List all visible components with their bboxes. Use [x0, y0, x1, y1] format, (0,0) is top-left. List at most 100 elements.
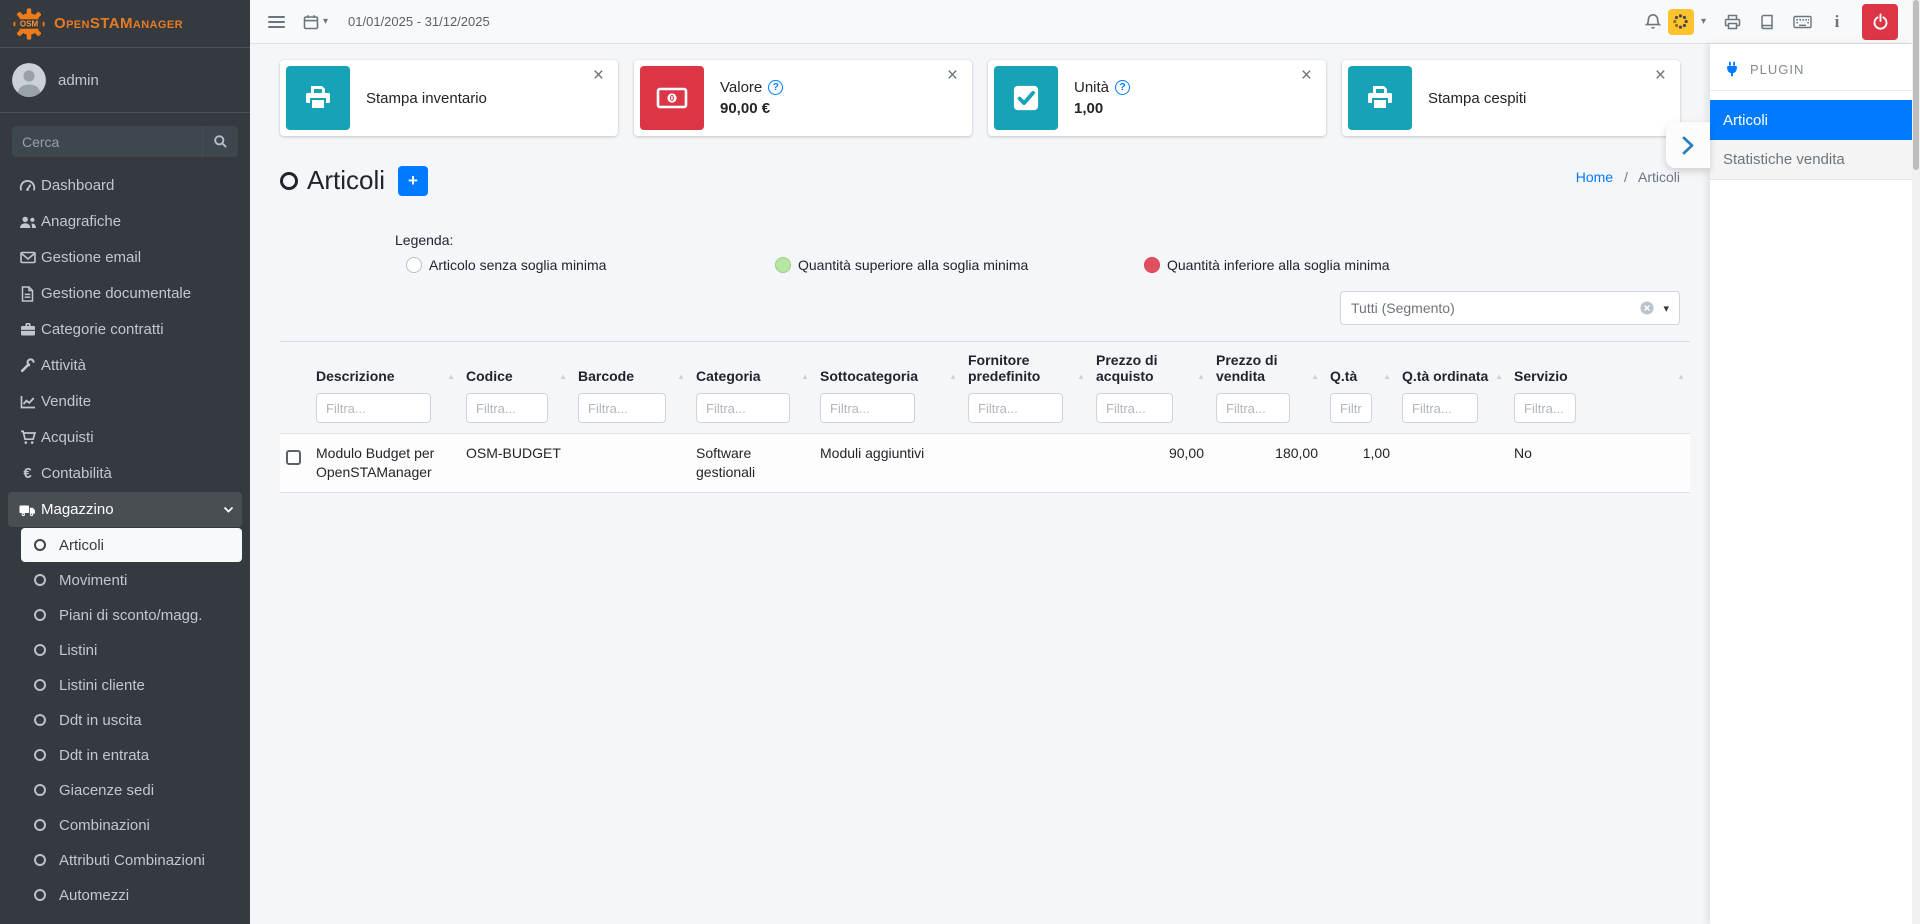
sidebar-item-categorie-contratti[interactable]: Categorie contratti: [8, 312, 242, 347]
table-row[interactable]: Modulo Budget per OpenSTAManager OSM-BUD…: [280, 433, 1690, 493]
filter-input-categoria[interactable]: [696, 393, 790, 424]
column-header-categoria[interactable]: Categoria ▲: [690, 341, 814, 387]
sidebar-subitem-label: Combinazioni: [59, 816, 150, 834]
status-indicator-button[interactable]: [1667, 8, 1694, 35]
plugin-tab-articoli[interactable]: Articoli: [1710, 100, 1912, 140]
column-header-fornitore-predefinito[interactable]: Fornitore predefinito ▲: [962, 341, 1090, 387]
column-header-qta-ordinata[interactable]: Q.tà ordinata ▲: [1396, 341, 1508, 387]
logout-button[interactable]: [1862, 3, 1898, 40]
filter-input-prezzo-vendita[interactable]: [1216, 393, 1290, 424]
close-icon[interactable]: ×: [1300, 65, 1312, 86]
magazzino-submenu: Articoli Movimenti Piani di sconto/magg.…: [0, 528, 250, 912]
brand-logo-text: OSM: [20, 19, 39, 28]
sidebar-item-vendite[interactable]: Vendite: [8, 384, 242, 419]
main-content: Stampa inventario × 0 Valore ?: [250, 44, 1710, 924]
sidebar-item-gestione-email[interactable]: Gestione email: [8, 240, 242, 275]
check-square-icon: [994, 66, 1058, 130]
column-header-servizio[interactable]: Servizio ▲: [1508, 341, 1690, 387]
sidebar-subitem-movimenti[interactable]: Movimenti: [21, 563, 242, 597]
card-stampa-cespiti[interactable]: Stampa cespiti ×: [1342, 60, 1680, 136]
filter-input-descrizione[interactable]: [316, 393, 431, 424]
sidebar-item-label: Gestione documentale: [41, 285, 192, 302]
filter-input-qta[interactable]: [1330, 393, 1372, 424]
sidebar-search-button[interactable]: [202, 126, 238, 157]
column-header-sottocategoria[interactable]: Sottocategoria ▲: [814, 341, 962, 387]
help-icon[interactable]: ?: [768, 80, 784, 95]
plugin-tab-statistiche-vendita[interactable]: Statistiche vendita: [1710, 140, 1912, 180]
sidebar-toggle-button[interactable]: [264, 12, 289, 32]
sidebar-subitem-listini-cliente[interactable]: Listini cliente: [21, 668, 242, 702]
notifications-button[interactable]: [1644, 13, 1661, 30]
sidebar-item-impianti[interactable]: Impianti: [8, 913, 242, 924]
clear-selection-icon[interactable]: [1640, 301, 1654, 315]
close-icon[interactable]: ×: [592, 65, 604, 86]
close-icon[interactable]: ×: [946, 65, 958, 86]
card-unita[interactable]: Unità ? 1,00 ×: [988, 60, 1326, 136]
row-checkbox[interactable]: [286, 450, 301, 466]
sidebar-subitem-automezzi[interactable]: Automezzi: [21, 878, 242, 912]
segment-select[interactable]: Tutti (Segmento) ▾: [1340, 291, 1680, 325]
filter-input-qta-ordinata[interactable]: [1402, 393, 1478, 424]
page-header: Articoli + Home / Articoli: [280, 165, 1680, 196]
sidebar-subitem-piani-di-sconto[interactable]: Piani di sconto/magg.: [21, 598, 242, 632]
user-panel[interactable]: admin: [0, 48, 250, 113]
sidebar-item-label: Impianti: [41, 922, 94, 924]
sidebar-item-acquisti[interactable]: Acquisti: [8, 420, 242, 455]
sidebar-subitem-ddt-in-uscita[interactable]: Ddt in uscita: [21, 703, 242, 737]
circle-icon: [34, 609, 46, 621]
filter-input-servizio[interactable]: [1514, 393, 1576, 424]
filter-input-fornitore[interactable]: [968, 393, 1063, 424]
plugin-panel-toggle[interactable]: [1666, 122, 1710, 168]
breadcrumb-home-link[interactable]: Home: [1575, 169, 1614, 185]
sidebar-item-attivita[interactable]: Attività: [8, 348, 242, 383]
close-icon[interactable]: ×: [1654, 65, 1666, 86]
window-scrollbar[interactable]: [1912, 0, 1920, 924]
column-header-prezzo-di-vendita[interactable]: Prezzo di vendita ▲: [1210, 341, 1324, 387]
sidebar-item-gestione-documentale[interactable]: Gestione documentale: [8, 276, 242, 311]
column-header-descrizione[interactable]: Descrizione ▲: [310, 341, 460, 387]
chevron-down-icon[interactable]: ▾: [1700, 16, 1706, 27]
sidebar-subitem-combinazioni[interactable]: Combinazioni: [21, 808, 242, 842]
sidebar-search-input[interactable]: [12, 126, 202, 157]
sidebar-subitem-listini[interactable]: Listini: [21, 633, 242, 667]
cell-qta-ordinata: [1396, 433, 1508, 493]
sidebar-item-dashboard[interactable]: Dashboard: [8, 168, 242, 203]
filter-input-barcode[interactable]: [578, 393, 666, 424]
info-cards: Stampa inventario × 0 Valore ?: [250, 44, 1710, 136]
help-icon[interactable]: ?: [1115, 80, 1131, 95]
card-valore[interactable]: 0 Valore ? 90,00 € ×: [634, 60, 972, 136]
info-button[interactable]: i: [1834, 11, 1840, 31]
sidebar-subitem-giacenze-sedi[interactable]: Giacenze sedi: [21, 773, 242, 807]
sidebar-item-contabilita[interactable]: € Contabilità: [8, 456, 242, 491]
column-header-codice[interactable]: Codice ▲: [460, 341, 572, 387]
date-range[interactable]: 01/01/2025 - 31/12/2025: [348, 14, 490, 29]
filter-input-prezzo-acquisto[interactable]: [1096, 393, 1173, 424]
filter-input-codice[interactable]: [466, 393, 548, 424]
filter-input-sottocategoria[interactable]: [820, 393, 915, 424]
sidebar-item-label: Acquisti: [41, 429, 94, 446]
legend-label: Legenda:: [395, 232, 454, 248]
sidebar-item-label: Categorie contratti: [41, 321, 164, 338]
sidebar-item-anagrafiche[interactable]: Anagrafiche: [8, 204, 242, 239]
sidebar-item-magazzino[interactable]: Magazzino: [8, 492, 242, 527]
articles-table: Descrizione ▲ Codice ▲ Barcode ▲ Categoria ▲…: [280, 341, 1690, 493]
sidebar-subitem-attributi-combinazioni[interactable]: Attributi Combinazioni: [21, 843, 242, 877]
sidebar-subitem-label: Piani di sconto/magg.: [59, 606, 203, 624]
sort-icon: ▲: [559, 372, 567, 381]
add-record-button[interactable]: +: [398, 165, 429, 196]
plugin-panel: PLUGIN Articoli Statistiche vendita: [1710, 44, 1912, 924]
column-header-prezzo-di-acquisto[interactable]: Prezzo di acquisto ▲: [1090, 341, 1210, 387]
brand[interactable]: OSM OpenSTAManager: [0, 0, 250, 48]
print-button[interactable]: [1724, 14, 1741, 30]
column-header-qta[interactable]: Q.tà ▲: [1324, 341, 1396, 387]
manual-button[interactable]: [1759, 14, 1775, 30]
column-header-barcode[interactable]: Barcode ▲: [572, 341, 690, 387]
card-stampa-inventario[interactable]: Stampa inventario ×: [280, 60, 618, 136]
sidebar-subitem-articoli[interactable]: Articoli: [21, 528, 242, 562]
keyboard-shortcuts-button[interactable]: [1793, 15, 1812, 29]
scrollbar-thumb[interactable]: [1913, 0, 1919, 170]
sidebar-subitem-ddt-in-entrata[interactable]: Ddt in entrata: [21, 738, 242, 772]
cart-icon: [14, 430, 41, 445]
select-all-header: [280, 341, 310, 387]
calendar-button[interactable]: ▾: [303, 14, 328, 30]
